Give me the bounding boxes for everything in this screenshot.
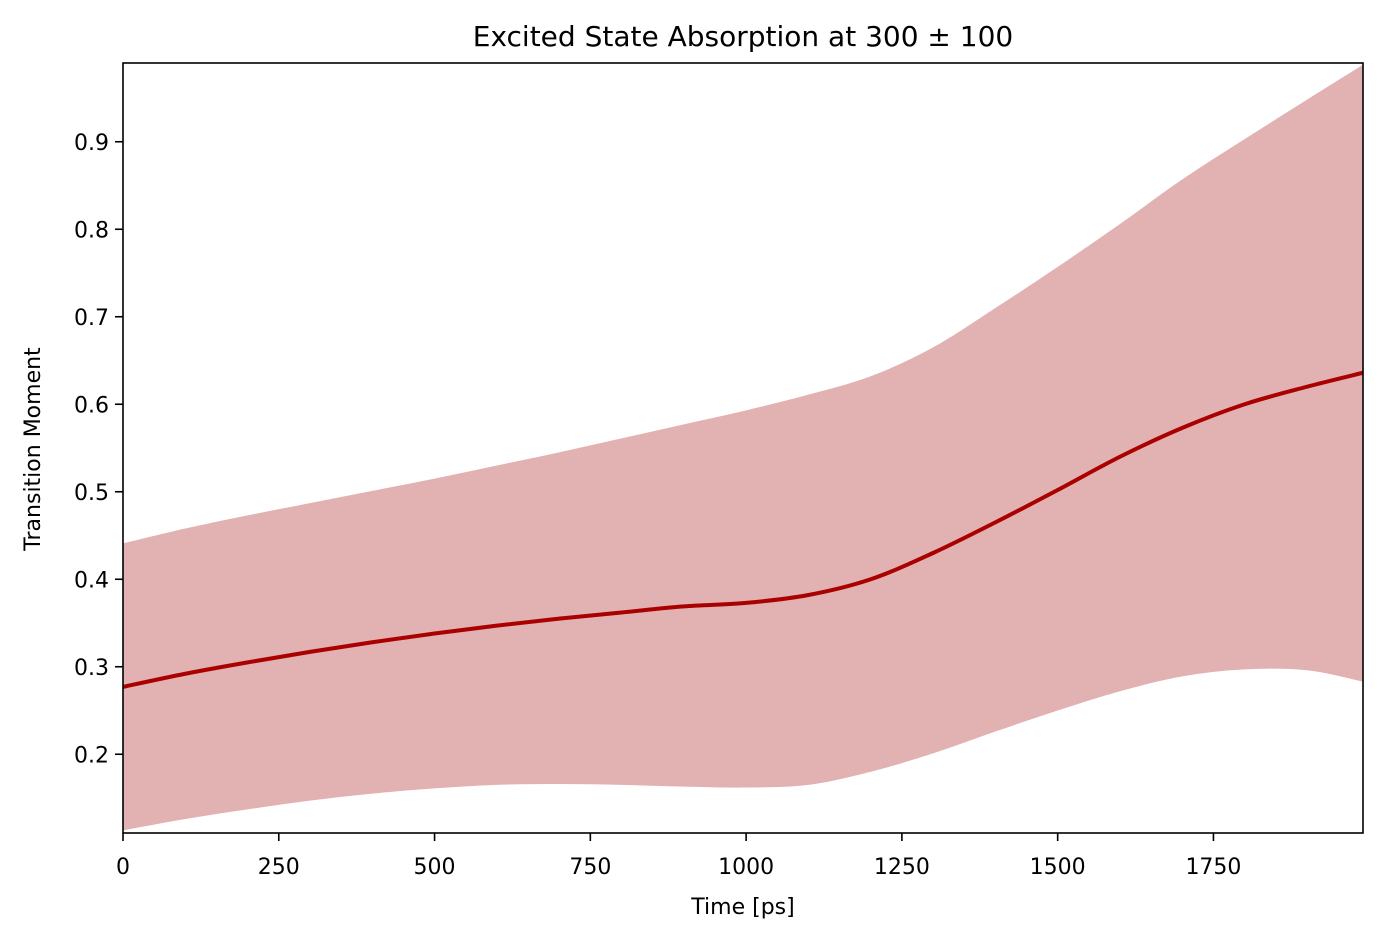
plot-area xyxy=(122,64,1364,831)
x-tick-label: 0 xyxy=(116,855,130,880)
y-tick-label: 0.7 xyxy=(74,306,109,331)
x-tick-label: 750 xyxy=(569,855,611,880)
y-tick-label: 0.9 xyxy=(74,131,109,156)
y-tick-label: 0.2 xyxy=(74,743,109,768)
x-tick-label: 500 xyxy=(414,855,456,880)
y-axis: 0.2 0.3 0.4 0.5 0.6 0.7 0.8 0.9 xyxy=(74,131,123,768)
y-tick-label: 0.5 xyxy=(74,481,109,506)
y-tick-label: 0.8 xyxy=(74,218,109,243)
plot-frame xyxy=(122,62,1364,834)
uncertainty-band xyxy=(123,64,1363,831)
y-tick-label: 0.3 xyxy=(74,656,109,681)
x-axis-label: Time [ps] xyxy=(690,895,794,920)
mean-line xyxy=(122,370,1364,689)
x-tick-label: 1750 xyxy=(1185,855,1241,880)
x-tick-label: 1250 xyxy=(874,855,930,880)
y-tick-label: 0.4 xyxy=(74,568,109,593)
chart-title: Excited State Absorption at 300 ± 100 xyxy=(473,20,1014,53)
x-tick-label: 1500 xyxy=(1030,855,1086,880)
y-axis-label: Transition Moment xyxy=(21,347,46,552)
y-tick-label: 0.6 xyxy=(74,393,109,418)
x-tick-label: 250 xyxy=(258,855,300,880)
x-axis: 0 250 500 750 1000 1250 1500 1750 xyxy=(116,833,1241,880)
x-tick-label: 1000 xyxy=(718,855,774,880)
